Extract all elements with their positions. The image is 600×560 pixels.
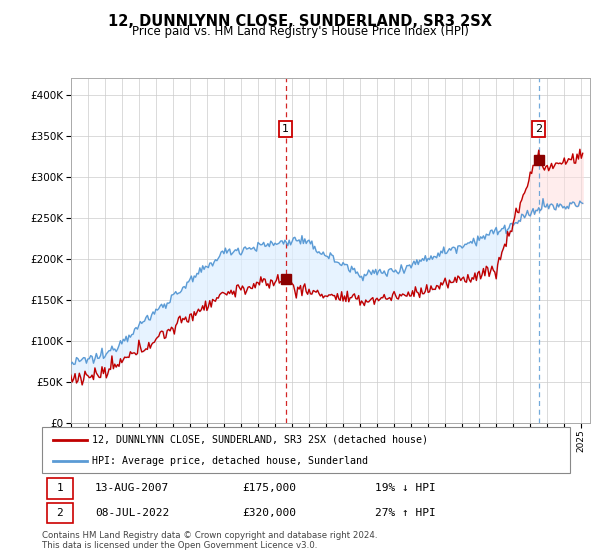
Text: Contains HM Land Registry data © Crown copyright and database right 2024.
This d: Contains HM Land Registry data © Crown c…	[42, 531, 377, 550]
Text: 19% ↓ HPI: 19% ↓ HPI	[374, 483, 436, 493]
Text: £320,000: £320,000	[242, 508, 296, 518]
FancyBboxPatch shape	[42, 427, 570, 473]
Text: HPI: Average price, detached house, Sunderland: HPI: Average price, detached house, Sund…	[92, 456, 368, 466]
Text: 13-AUG-2007: 13-AUG-2007	[95, 483, 169, 493]
Text: £175,000: £175,000	[242, 483, 296, 493]
Text: 12, DUNNLYNN CLOSE, SUNDERLAND, SR3 2SX (detached house): 12, DUNNLYNN CLOSE, SUNDERLAND, SR3 2SX …	[92, 435, 428, 445]
FancyBboxPatch shape	[47, 503, 73, 523]
Text: 12, DUNNLYNN CLOSE, SUNDERLAND, SR3 2SX: 12, DUNNLYNN CLOSE, SUNDERLAND, SR3 2SX	[108, 14, 492, 29]
Text: 08-JUL-2022: 08-JUL-2022	[95, 508, 169, 518]
Text: Price paid vs. HM Land Registry's House Price Index (HPI): Price paid vs. HM Land Registry's House …	[131, 25, 469, 38]
Text: 27% ↑ HPI: 27% ↑ HPI	[374, 508, 436, 518]
Text: 2: 2	[535, 124, 542, 134]
Text: 2: 2	[56, 508, 64, 518]
FancyBboxPatch shape	[47, 478, 73, 498]
Text: 1: 1	[56, 483, 64, 493]
Text: 1: 1	[282, 124, 289, 134]
